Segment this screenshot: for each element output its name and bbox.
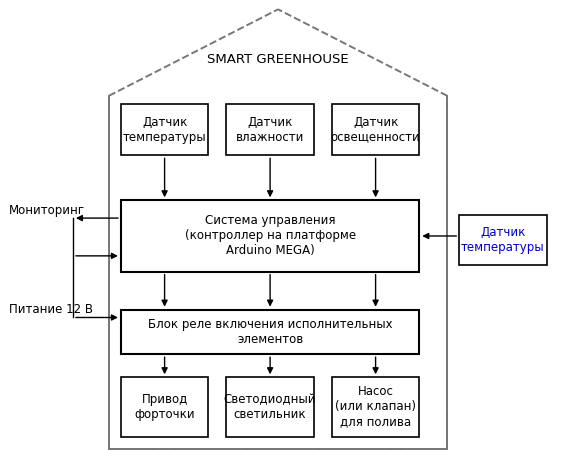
Bar — [226, 104, 314, 155]
Text: Датчик
температуры: Датчик температуры — [123, 116, 206, 144]
Bar — [121, 377, 208, 437]
Text: Мониторинг: Мониторинг — [9, 204, 85, 217]
Bar — [121, 104, 208, 155]
Bar — [121, 310, 419, 354]
Text: SMART GREENHOUSE: SMART GREENHOUSE — [207, 53, 349, 66]
Text: Датчик
влажности: Датчик влажности — [236, 116, 304, 144]
Text: Датчик
освещенности: Датчик освещенности — [331, 116, 420, 144]
Bar — [459, 215, 547, 265]
Bar — [332, 377, 419, 437]
Bar — [121, 200, 419, 272]
Text: Система управления
(контроллер на платформе
Arduino MEGA): Система управления (контроллер на платфо… — [184, 214, 356, 258]
Bar — [332, 104, 419, 155]
Text: Блок реле включения исполнительных
элементов: Блок реле включения исполнительных элеме… — [148, 318, 393, 346]
Bar — [226, 377, 314, 437]
Text: Привод
форточки: Привод форточки — [135, 393, 195, 421]
Text: Датчик
температуры: Датчик температуры — [461, 226, 545, 254]
Text: Питание 12 В: Питание 12 В — [9, 303, 93, 316]
Text: Насос
(или клапан)
для полива: Насос (или клапан) для полива — [335, 385, 416, 428]
Text: Светодиодный
светильник: Светодиодный светильник — [224, 393, 316, 421]
